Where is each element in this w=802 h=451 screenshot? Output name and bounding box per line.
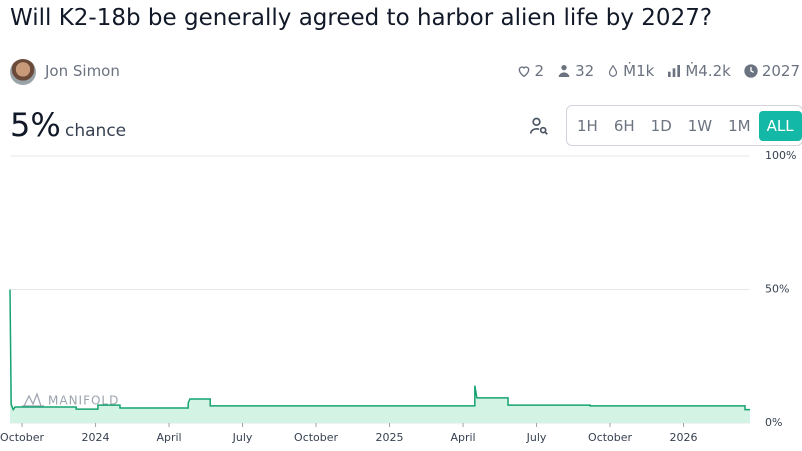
x-tick-label: July [232,431,253,444]
clock-icon [744,64,758,78]
traders-count: 32 [575,62,595,80]
drop-icon [609,64,618,77]
y-tick-label: 100% [765,149,796,162]
y-tick-label: 50% [765,283,789,296]
line [9,289,750,412]
volume-value: Ṁ4.2k [685,62,731,80]
period-button[interactable]: 1D [650,116,672,135]
close-year: 2027 [761,62,800,80]
bars-icon [668,65,681,77]
close-date[interactable]: 2027 [743,62,800,80]
x-tick-label: 2025 [376,431,404,444]
volume[interactable]: Ṁ4.2k [666,62,731,80]
period-button[interactable]: 1H [577,116,598,135]
avatar[interactable] [10,59,36,85]
period-button[interactable]: 1M [728,116,751,135]
market-title: Will K2-18b be generally agreed to harbo… [10,5,713,31]
area [10,289,750,423]
x-tick-label: April [156,431,181,444]
period-button[interactable]: ALL [758,110,802,141]
y-tick-label: 0% [765,416,782,429]
likes-count: 2 [534,62,545,80]
x-tick-label: April [450,431,475,444]
watermark-logo [22,392,44,407]
period-button[interactable]: 6H [613,116,635,135]
person-icon [558,65,570,77]
x-tick-label: July [526,431,547,444]
probability: 5% [10,106,61,144]
x-tick-label: October [294,431,338,444]
x-tick-label: October [0,431,44,444]
period-selector: 1H 6H 1D 1W 1M ALL [566,105,802,146]
period-button[interactable]: 1W [687,116,713,135]
search-user-icon[interactable] [529,116,549,136]
watermark: MANIFOLD [48,394,119,408]
probability-caption: chance [65,121,127,141]
heart-icon [518,66,529,78]
liquidity-value: Ṁ1k [623,62,655,80]
stats: 2 32 Ṁ1k Ṁ4.2k 2027 [516,62,800,80]
x-tick-label: October [588,431,632,444]
author-name[interactable]: Jon Simon [45,62,120,80]
x-tick-label: 2024 [82,431,110,444]
traders[interactable]: 32 [556,62,594,80]
liquidity[interactable]: Ṁ1k [606,62,654,80]
x-tick-label: 2026 [670,431,698,444]
likes[interactable]: 2 [516,62,545,80]
